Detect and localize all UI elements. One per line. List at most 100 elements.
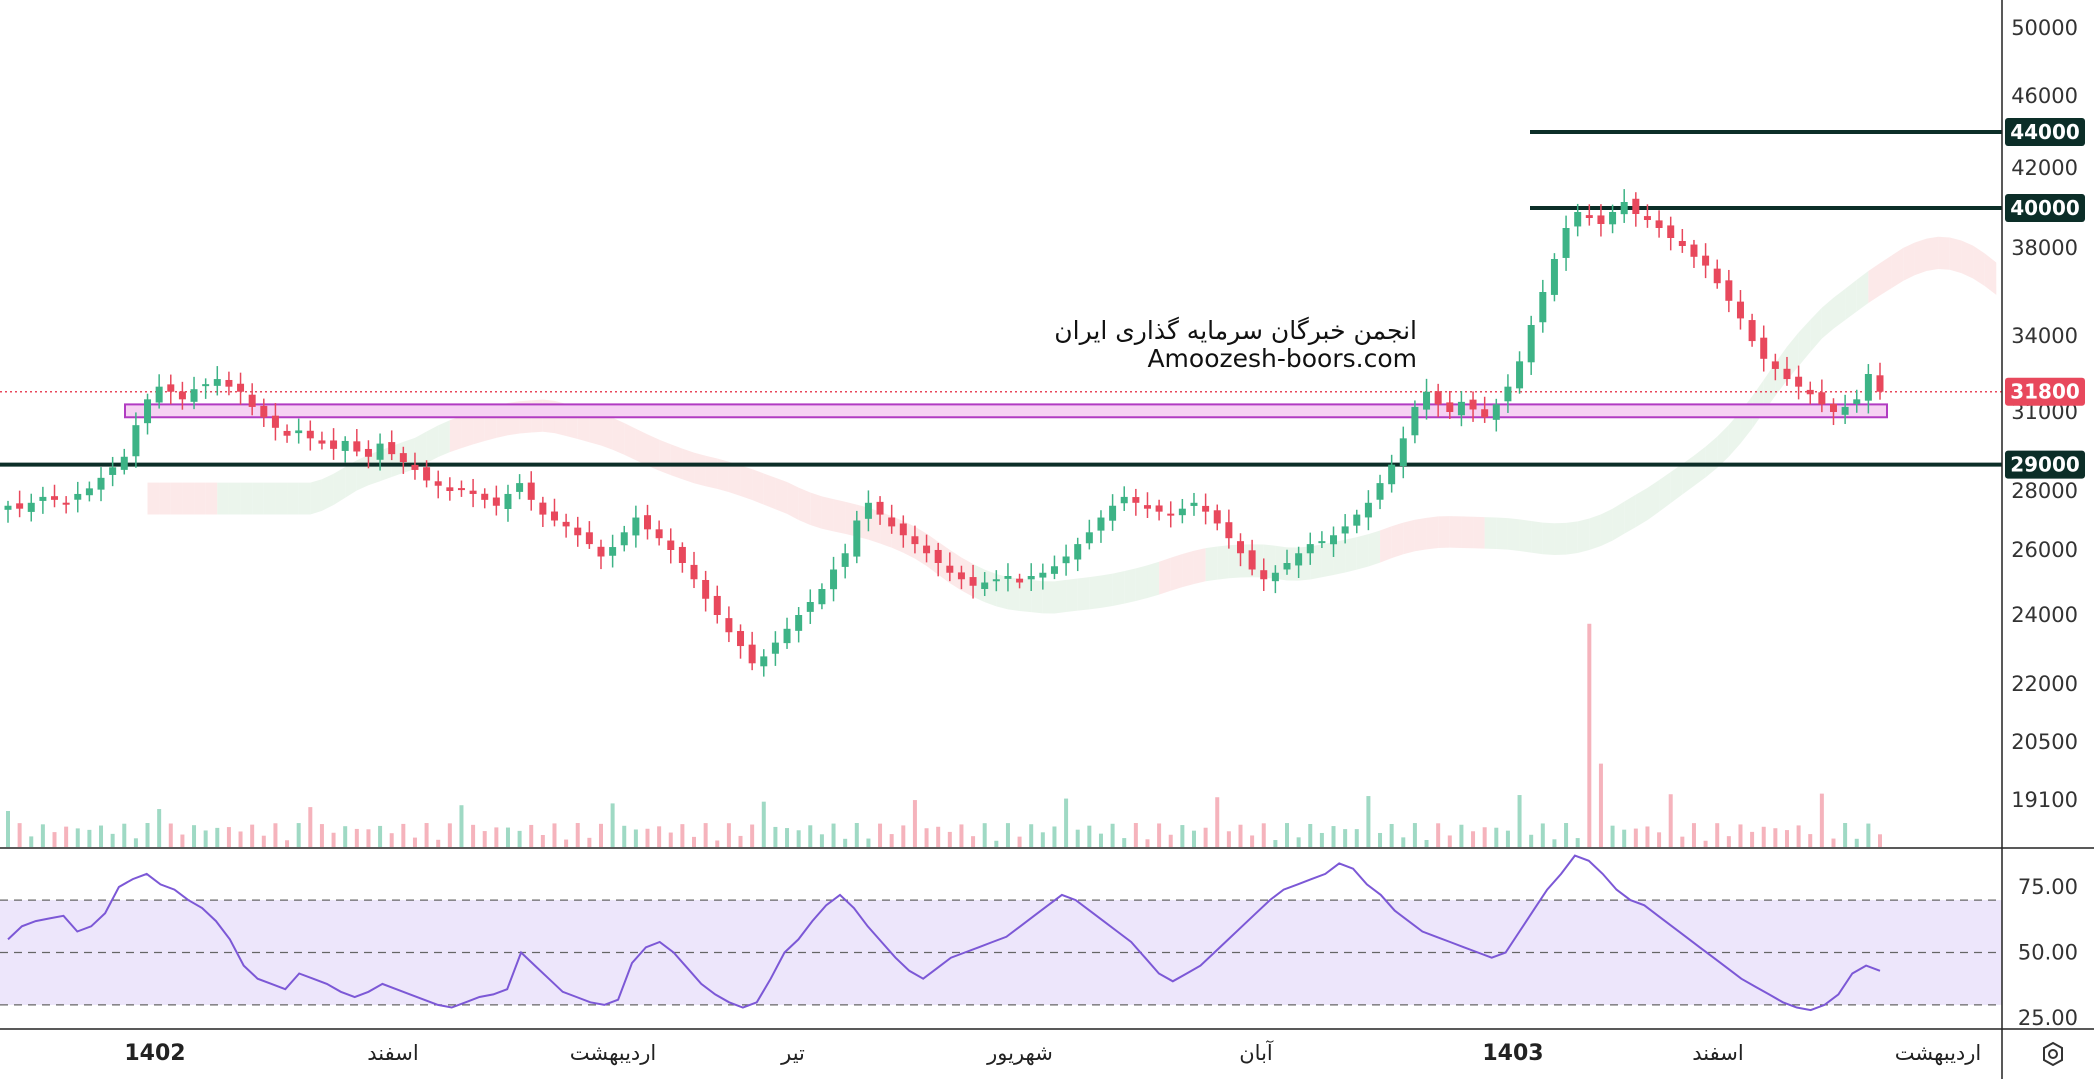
volume-bar <box>1308 823 1313 847</box>
candle-body <box>748 644 756 664</box>
price-axis-label: 38000 <box>2011 236 2078 260</box>
rsi-axis[interactable]: 75.00 50.00 25.00 <box>2018 875 2078 1030</box>
cloud-segment <box>1635 487 1648 528</box>
volume-bar <box>1715 823 1720 847</box>
candle-body <box>783 628 791 644</box>
candle-body <box>1771 361 1779 369</box>
volume-bar <box>1482 827 1487 847</box>
candle-body <box>1574 212 1582 227</box>
rsi-axis-label: 25.00 <box>2018 1006 2078 1030</box>
volume-bar <box>843 838 848 847</box>
cloud-segment <box>1473 516 1485 549</box>
candle-body <box>504 493 512 509</box>
volume-bar <box>1261 823 1266 847</box>
volume-bar <box>761 801 766 847</box>
candle-body <box>1097 517 1105 531</box>
candle-body <box>795 615 803 631</box>
candle-body <box>330 440 338 449</box>
candle-body <box>1818 392 1826 405</box>
price-axis-label: 19100 <box>2011 788 2078 812</box>
volume-bar <box>1273 840 1278 847</box>
rsi-axis-label: 50.00 <box>2018 941 2078 965</box>
cloud-segment <box>1193 548 1206 584</box>
volume-bar <box>657 826 662 847</box>
volume-bar <box>1471 831 1476 847</box>
candle-body <box>178 391 186 400</box>
candle-body <box>969 577 977 586</box>
candle-body <box>1643 216 1651 220</box>
candle-body <box>1225 522 1233 539</box>
candle-body <box>1004 576 1012 579</box>
candle-body <box>678 546 686 563</box>
candle-body <box>1690 244 1698 257</box>
time-axis-label: شهریور <box>986 1041 1053 1065</box>
price-axis-label: 46000 <box>2011 84 2078 108</box>
candle-body <box>1492 404 1500 420</box>
volume-bar <box>1401 837 1406 847</box>
volume-bar <box>1459 824 1464 847</box>
candle-body <box>876 501 884 515</box>
cloud-segment <box>589 410 601 446</box>
gear-hex-icon[interactable] <box>2043 1041 2063 1067</box>
cloud-segment <box>1798 319 1811 367</box>
candle-body <box>1469 399 1477 410</box>
volume-bar <box>1354 829 1359 847</box>
time-axis-label: آبان <box>1239 1040 1274 1065</box>
cloud-segment <box>1542 522 1555 555</box>
volume-bar <box>889 834 894 847</box>
volume-bar <box>1203 827 1208 847</box>
cloud-segment <box>182 482 195 515</box>
volume-bar <box>1505 830 1510 847</box>
cloud-segment <box>1321 542 1334 578</box>
last-price-tag-text: 31800 <box>2010 380 2080 404</box>
candle-body <box>411 464 419 470</box>
volume-bar <box>1668 794 1673 847</box>
candle-body <box>190 389 198 402</box>
candle-body <box>585 532 593 545</box>
volume-bar <box>1622 829 1627 847</box>
volume-bar <box>1773 828 1778 847</box>
time-axis[interactable]: 1402 اسفند اردیبهشت تیر شهریور آبان 1403 اسفند ا… <box>124 1040 1981 1066</box>
volume-bar <box>1575 838 1580 847</box>
level-tag-text: 40000 <box>2010 196 2080 220</box>
candle-body <box>109 467 117 475</box>
volume-bar <box>157 809 162 847</box>
cloud-segment <box>798 487 811 525</box>
volume-bar <box>831 823 836 847</box>
candle-body <box>899 523 907 536</box>
candle-body <box>1178 508 1186 516</box>
volume-bar <box>1796 825 1801 847</box>
cloud-segment <box>752 469 764 505</box>
time-axis-label: اردیبهشت <box>1895 1041 1982 1065</box>
cloud-segment <box>356 454 369 491</box>
volume-bar <box>564 839 569 847</box>
cloud-segment <box>973 564 985 603</box>
candle-body <box>1016 578 1024 583</box>
volume-bar <box>1180 825 1185 847</box>
candle-body <box>318 440 326 444</box>
candle-body <box>1085 532 1093 544</box>
candle-body <box>550 511 558 521</box>
candle-body <box>527 482 535 500</box>
volume-bar <box>1145 839 1150 847</box>
price-axis[interactable]: 5000046000420003800034000310002800026000… <box>2011 16 2078 812</box>
volume-bar <box>1378 832 1383 847</box>
price-axis-label: 24000 <box>2011 603 2078 627</box>
candle-body <box>1853 399 1861 404</box>
level-tag <box>2005 194 2085 222</box>
volume-bar <box>1110 823 1115 847</box>
candle-body <box>888 517 896 527</box>
cloud-segment <box>600 413 613 450</box>
candle-body <box>1248 550 1256 570</box>
cloud-segment <box>659 439 671 476</box>
time-axis-label: اسفند <box>367 1041 418 1065</box>
volume-bar <box>1331 826 1336 847</box>
cloud-segment <box>298 482 311 515</box>
cloud-segment <box>1135 565 1148 601</box>
candle-body <box>1353 514 1361 526</box>
candle-body <box>1132 497 1140 503</box>
cloud-segment <box>880 511 892 548</box>
volume-bar <box>1517 795 1522 847</box>
price-axis-label: 22000 <box>2011 672 2078 696</box>
